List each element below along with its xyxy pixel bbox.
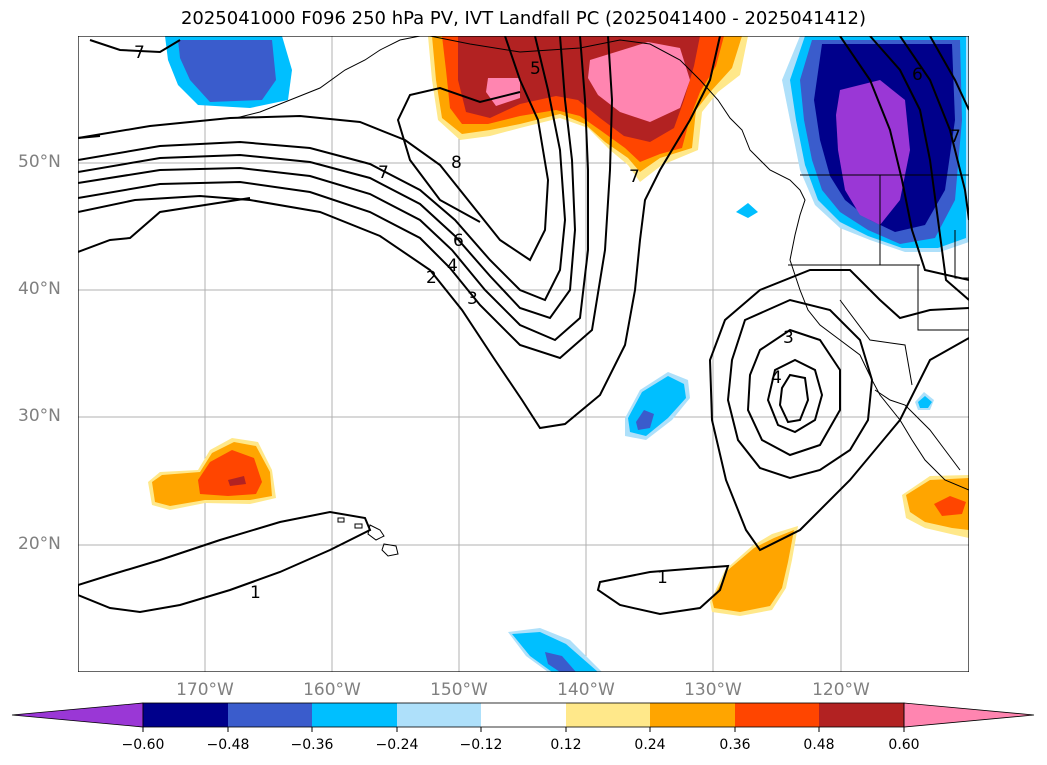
colorbar-tick-label: −0.48: [206, 737, 250, 753]
contour-label: 1: [250, 583, 261, 603]
contour-label: 8: [451, 153, 462, 173]
contour-label: 7: [629, 167, 640, 187]
lon-label: 140°W: [557, 680, 615, 700]
contour-label: 3: [783, 328, 794, 348]
pv-contours: [78, 36, 969, 616]
contour-label: 7: [950, 127, 961, 147]
contour-label: 7: [134, 43, 145, 63]
colorbar: [11, 702, 1035, 732]
colorbar-tick-label: −0.24: [375, 737, 419, 753]
contour-label: 4: [771, 368, 782, 388]
lon-label: 160°W: [303, 680, 361, 700]
colorbar-tick-label: 0.60: [888, 737, 920, 753]
lon-label: 130°W: [684, 680, 742, 700]
contour-label: 5: [530, 59, 541, 79]
lon-label: 120°W: [812, 680, 870, 700]
colorbar-tick-label: 0.48: [803, 737, 835, 753]
lon-label: 150°W: [430, 680, 488, 700]
colorbar-tick-label: −0.36: [290, 737, 334, 753]
contour-label: 6: [912, 65, 923, 85]
pv-contour-labels: 7 5 6 8 7 6 4 2 3 7 3 4 1 1 7: [134, 43, 961, 603]
colorbar-tick-label: 0.36: [719, 737, 751, 753]
lat-label: 30°N: [18, 406, 61, 426]
lat-label: 50°N: [18, 152, 61, 172]
contour-label: 2: [426, 268, 437, 288]
lat-label: 40°N: [18, 279, 61, 299]
coastlines: [235, 36, 969, 557]
map-plot-area: 7 5 6 8 7 6 4 2 3 7 3 4 1 1 7: [78, 36, 969, 672]
colorbar-tick-label: 0.24: [634, 737, 666, 753]
contour-label: 3: [467, 289, 478, 309]
ivt-shading: [148, 36, 969, 672]
map-title: 2025041000 F096 250 hPa PV, IVT Landfall…: [180, 8, 867, 29]
colorbar-tick-label: 0.12: [550, 737, 582, 753]
contour-label: 1: [657, 568, 668, 588]
lon-label: 170°W: [176, 680, 234, 700]
colorbar-tick-label: −0.12: [459, 737, 503, 753]
contour-label: 4: [447, 256, 458, 276]
graticule: [78, 36, 969, 672]
contour-label: 6: [453, 231, 464, 251]
contour-label: 7: [378, 163, 389, 183]
lat-label: 20°N: [18, 534, 61, 554]
colorbar-tick-label: −0.60: [121, 737, 165, 753]
